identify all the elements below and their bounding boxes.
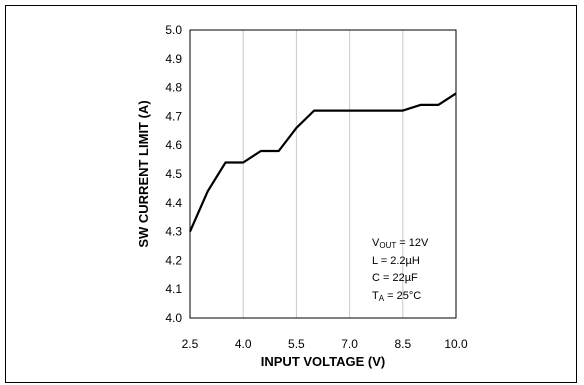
x-tick-labels: 2.5 4.0 5.5 7.0 8.5 10.0 xyxy=(182,337,468,351)
y-tick-label: 4.6 xyxy=(165,138,182,152)
condition-vout-symbol: V xyxy=(372,237,380,249)
x-tick-label: 10.0 xyxy=(444,337,468,351)
condition-vout-value: = 12V xyxy=(396,237,429,249)
x-tick-label: 8.5 xyxy=(394,337,411,351)
y-tick-labels: 4.0 4.1 4.2 4.3 4.4 4.5 4.6 4.7 4.8 4.9 5.0 xyxy=(165,23,182,325)
condition-capacitance: C = 22µF xyxy=(372,272,418,284)
condition-temperature-value: = 25°C xyxy=(384,290,421,302)
condition-temperature-subscript: A xyxy=(379,294,385,303)
chart-frame xyxy=(5,5,577,383)
x-axis-title: INPUT VOLTAGE (V) xyxy=(261,354,385,369)
series-line-current-limit xyxy=(188,92,457,233)
condition-temperature-symbol: T xyxy=(372,290,379,302)
x-tick-label: 2.5 xyxy=(182,337,199,351)
x-tick-label: 7.0 xyxy=(341,337,358,351)
x-tick-label: 5.5 xyxy=(288,337,305,351)
y-axis-title: SW CURRENT LIMIT (A) xyxy=(136,100,151,247)
grid-lines xyxy=(242,30,404,318)
y-tick-label: 4.1 xyxy=(165,282,182,296)
y-tick-label: 4.3 xyxy=(165,225,182,239)
y-tick-label: 4.9 xyxy=(165,52,182,66)
y-tick-label: 4.8 xyxy=(165,81,182,95)
y-tick-label: 4.5 xyxy=(165,167,182,181)
test-conditions: VOUT = 12V L = 2.2µH C = 22µF TA = 25°C xyxy=(372,237,429,303)
x-tick-label: 4.0 xyxy=(235,337,252,351)
condition-vout-subscript: OUT xyxy=(379,241,396,250)
condition-inductance: L = 2.2µH xyxy=(372,255,420,267)
condition-temperature: TA = 25°C xyxy=(372,290,421,303)
condition-vout: VOUT = 12V xyxy=(372,237,429,250)
y-tick-label: 4.7 xyxy=(165,109,182,123)
y-tick-label: 4.4 xyxy=(165,196,182,210)
plot-area xyxy=(189,29,457,319)
y-tick-label: 4.2 xyxy=(165,253,182,267)
y-tick-label: 4.0 xyxy=(165,311,182,325)
y-tick-label: 5.0 xyxy=(165,23,182,37)
